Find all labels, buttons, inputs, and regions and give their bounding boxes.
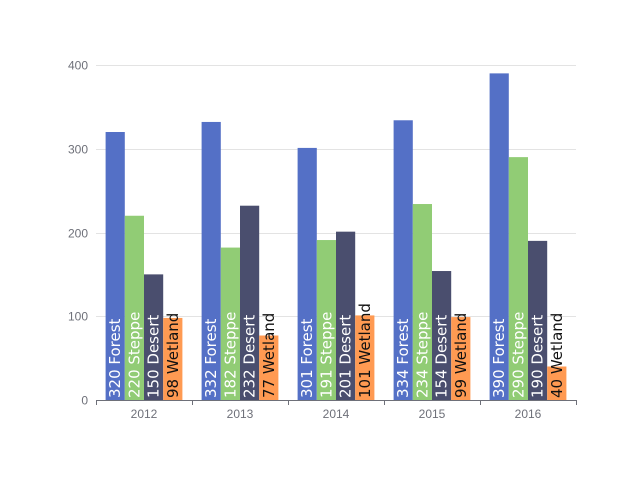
- bar-desert-2013: [240, 205, 260, 400]
- bar-steppe-2013: [220, 247, 240, 400]
- bar-label-steppe-2015: 234 Steppe: [413, 312, 431, 398]
- bar-label-wetland-2016: 40 Wetland: [548, 313, 566, 398]
- x-tick-label-2015: 2015: [419, 407, 446, 421]
- bar-forest-2015: [393, 120, 413, 401]
- y-tick-label: 400: [68, 59, 88, 73]
- bar-desert-2014: [336, 231, 356, 400]
- bar-label-forest-2013: 332 Forest: [202, 318, 220, 398]
- bar-desert-2015: [432, 271, 452, 400]
- bar-label-desert-2014: 201 Desert: [337, 315, 355, 398]
- bar-wetland-2016: [547, 366, 567, 400]
- bar-label-desert-2015: 154 Desert: [433, 315, 451, 398]
- bar-label-wetland-2012: 98 Wetland: [164, 313, 182, 398]
- y-tick-label: 300: [68, 143, 88, 157]
- bar-label-wetland-2015: 99 Wetland: [452, 313, 470, 398]
- bar-layer: [105, 73, 567, 401]
- bar-label-desert-2013: 232 Desert: [241, 315, 259, 398]
- bar-steppe-2012: [124, 215, 144, 400]
- bar-wetland-2012: [163, 317, 183, 400]
- bar-label-wetland-2013: 77 Wetland: [260, 313, 278, 398]
- bar-label-steppe-2013: 182 Steppe: [221, 312, 239, 398]
- x-tick-label-2013: 2013: [227, 407, 254, 421]
- bar-forest-2016: [489, 73, 509, 400]
- bar-steppe-2015: [412, 204, 432, 400]
- bar-forest-2013: [201, 121, 221, 400]
- bar-steppe-2016: [508, 157, 528, 400]
- y-tick-label: 100: [68, 310, 88, 324]
- bar-label-forest-2012: 320 Forest: [106, 318, 124, 398]
- bar-wetland-2014: [355, 315, 375, 400]
- bar-steppe-2014: [316, 240, 336, 400]
- bar-label-desert-2016: 190 Desert: [529, 315, 547, 398]
- bar-desert-2012: [144, 274, 164, 400]
- bar-label-wetland-2014: 101 Wetland: [356, 303, 374, 398]
- axis-layer: 0 100 200 300 400 2012 2013 2014 2015 2016: [68, 59, 577, 421]
- bar-wetland-2013: [259, 335, 279, 400]
- bar-label-desert-2012: 150 Desert: [145, 315, 163, 398]
- bar-forest-2012: [105, 132, 125, 400]
- y-tick-label: 0: [81, 394, 88, 408]
- x-tick-label-2014: 2014: [323, 407, 350, 421]
- bar-label-steppe-2014: 191 Steppe: [317, 312, 335, 398]
- bar-label-forest-2014: 301 Forest: [298, 318, 316, 398]
- bar-label-steppe-2012: 220 Steppe: [125, 312, 143, 398]
- bar-wetland-2015: [451, 317, 471, 400]
- bar-label-forest-2016: 390 Forest: [490, 318, 508, 398]
- label-layer: 320 Forest 220 Steppe 150 Desert 98 Wetland…: [106, 303, 566, 398]
- bar-label-forest-2015: 334 Forest: [394, 318, 412, 398]
- bar-forest-2014: [297, 147, 317, 400]
- x-tick-label-2012: 2012: [131, 407, 158, 421]
- x-tick-label-2016: 2016: [515, 407, 542, 421]
- bar-label-steppe-2016: 290 Steppe: [509, 312, 527, 398]
- y-tick-label: 200: [68, 227, 88, 241]
- bar-desert-2016: [528, 240, 548, 400]
